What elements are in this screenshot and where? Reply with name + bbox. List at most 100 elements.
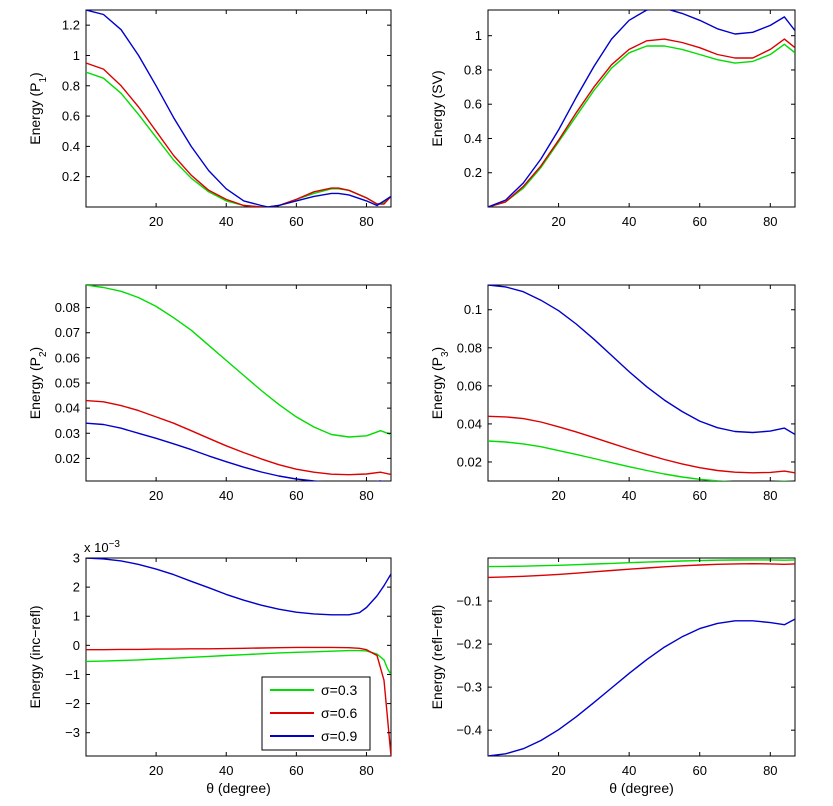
y-tick-label: 0.8 <box>464 62 482 77</box>
y-tick-label: 0.6 <box>464 97 482 112</box>
y-axis-label: Energy (inc−refl) <box>27 605 43 708</box>
y-tick-label: 0.02 <box>55 451 80 466</box>
x-tick-label: 80 <box>359 214 373 229</box>
x-tick-label: 20 <box>149 214 163 229</box>
y-tick-label: −0.1 <box>456 594 482 609</box>
series-line-σ=0.6 <box>86 62 391 207</box>
x-tick-label: 20 <box>551 488 565 503</box>
y-tick-label: 3 <box>73 551 80 566</box>
y-tick-label: 0.08 <box>457 340 482 355</box>
panel-p3: 20 40 60 80 0.02 0.04 0.06 0.08 0.1 Energy (P3) <box>429 284 796 503</box>
y-tick-label: 0.05 <box>55 376 80 391</box>
legend-label: σ=0.9 <box>321 728 357 744</box>
x-tick-label: 60 <box>692 763 706 778</box>
y-tick-label: 0.07 <box>55 325 80 340</box>
y-tick-label: 0.2 <box>464 165 482 180</box>
series-line-σ=0.9 <box>86 10 391 207</box>
y-tick-label: 0.03 <box>55 426 80 441</box>
panel-p1: 20 40 60 80 0.2 0.4 0.6 0.8 1 1.2 Energy (P1) <box>27 9 392 229</box>
x-tick-label: 80 <box>763 214 777 229</box>
x-axis-label: θ (degree) <box>609 780 674 796</box>
x-tick-label: 20 <box>551 763 565 778</box>
x-tick-label: 40 <box>219 214 233 229</box>
axes-box <box>85 284 392 482</box>
x-tick-label: 20 <box>149 488 163 503</box>
y-tick-label: 2 <box>73 580 80 595</box>
series-line-σ=0.9 <box>86 422 385 481</box>
y-tick-label: 0.08 <box>55 300 80 315</box>
series-group <box>488 559 795 756</box>
y-axis-label: Energy (refl−refl) <box>429 605 445 710</box>
y-exponent-label: x 10−3 <box>84 539 120 556</box>
legend-label: σ=0.3 <box>321 682 357 698</box>
series-line-σ=0.3 <box>86 285 391 438</box>
axes-box <box>487 9 796 208</box>
y-tick-label: −2 <box>65 696 80 711</box>
y-tick-label: 0.6 <box>62 109 80 124</box>
x-tick-label: 80 <box>763 488 777 503</box>
y-tick-label: 1 <box>73 609 80 624</box>
x-tick-label: 20 <box>149 763 163 778</box>
y-axis-label: Energy (P2) <box>27 347 49 419</box>
y-axis-label: Energy (P3) <box>429 347 451 419</box>
x-tick-label: 40 <box>219 763 233 778</box>
x-tick-label: 20 <box>551 214 565 229</box>
x-tick-label: 40 <box>622 214 636 229</box>
series-group <box>488 285 795 481</box>
x-axis-label: θ (degree) <box>206 780 271 796</box>
x-tick-label: 80 <box>359 488 373 503</box>
y-tick-label: 0.1 <box>464 302 482 317</box>
series-line-σ=0.9 <box>488 285 795 436</box>
y-tick-label: 0.04 <box>55 401 80 416</box>
x-tick-label: 60 <box>289 214 303 229</box>
y-axis-label: Energy (SV) <box>429 70 445 146</box>
x-tick-label: 80 <box>763 763 777 778</box>
x-tick-label: 60 <box>692 488 706 503</box>
series-line-σ=0.6 <box>488 415 795 474</box>
y-tick-label: −1 <box>65 667 80 682</box>
x-tick-label: 80 <box>359 763 373 778</box>
series-line-σ=0.6 <box>86 646 391 756</box>
panel-p2: 20 40 60 80 0.02 0.03 0.04 0.05 0.06 0.07 0.08 Ener… <box>27 284 392 503</box>
panel-increfl: 20 40 60 80 −3 −2 −1 0 1 2 3 Energy (inc−refl) θ (de… <box>27 539 392 796</box>
legend-label: σ=0.6 <box>321 705 357 721</box>
series-line-σ=0.6 <box>488 38 795 207</box>
y-tick-label: 0.8 <box>62 78 80 93</box>
axes-box <box>487 557 796 757</box>
x-tick-label: 60 <box>289 488 303 503</box>
series-group <box>86 285 391 481</box>
y-tick-label: −0.3 <box>456 680 482 695</box>
x-tick-label: 60 <box>289 763 303 778</box>
series-line-σ=0.9 <box>488 10 795 207</box>
y-tick-label: −3 <box>65 725 80 740</box>
series-line-σ=0.9 <box>86 558 391 616</box>
y-tick-label: 0.06 <box>457 378 482 393</box>
y-tick-label: −0.2 <box>456 637 482 652</box>
y-tick-label: 0.06 <box>55 350 80 365</box>
x-tick-label: 40 <box>219 488 233 503</box>
y-tick-label: 0.2 <box>62 169 80 184</box>
y-tick-label: −0.4 <box>456 723 482 738</box>
y-tick-label: 1.2 <box>62 18 80 33</box>
y-tick-label: 1 <box>475 28 482 43</box>
x-tick-label: 60 <box>692 214 706 229</box>
y-tick-label: 1 <box>73 48 80 63</box>
y-tick-label: 0 <box>73 638 80 653</box>
series-line-σ=0.3 <box>488 43 795 207</box>
series-line-σ=0.3 <box>488 440 794 481</box>
y-axis-label: Energy (P1) <box>27 72 49 144</box>
x-tick-label: 40 <box>622 488 636 503</box>
y-tick-label: 0.04 <box>457 416 482 431</box>
series-line-σ=0.6 <box>86 399 391 476</box>
series-line-σ=0.3 <box>488 559 795 568</box>
series-line-σ=0.6 <box>488 563 795 579</box>
y-tick-label: 0.4 <box>464 131 482 146</box>
series-group <box>86 10 391 207</box>
series-line-σ=0.9 <box>488 618 795 756</box>
series-group <box>488 10 795 207</box>
panel-sv: 20 40 60 80 0.2 0.4 0.6 0.8 1 Energy (SV) <box>429 9 796 229</box>
axes-box <box>85 9 392 208</box>
legend: σ=0.3 σ=0.6 σ=0.9 <box>261 676 371 751</box>
y-tick-label: 0.02 <box>457 454 482 469</box>
